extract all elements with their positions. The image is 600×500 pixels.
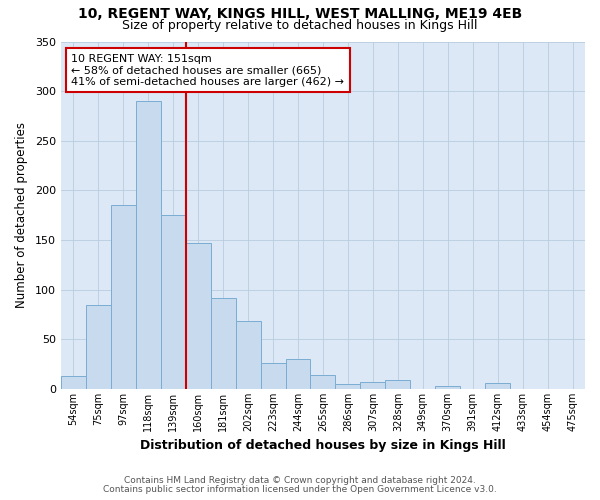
Y-axis label: Number of detached properties: Number of detached properties [15, 122, 28, 308]
Text: Contains HM Land Registry data © Crown copyright and database right 2024.: Contains HM Land Registry data © Crown c… [124, 476, 476, 485]
Bar [260, 363, 286, 389]
Bar [361, 382, 385, 389]
Text: 10, REGENT WAY, KINGS HILL, WEST MALLING, ME19 4EB: 10, REGENT WAY, KINGS HILL, WEST MALLING… [78, 8, 522, 22]
Bar [435, 386, 460, 389]
Bar [86, 304, 111, 389]
Bar [310, 375, 335, 389]
Bar [136, 101, 161, 389]
Text: 10 REGENT WAY: 151sqm
← 58% of detached houses are smaller (665)
41% of semi-det: 10 REGENT WAY: 151sqm ← 58% of detached … [71, 54, 344, 87]
Bar [211, 298, 236, 389]
Bar [61, 376, 86, 389]
X-axis label: Distribution of detached houses by size in Kings Hill: Distribution of detached houses by size … [140, 440, 506, 452]
Text: Contains public sector information licensed under the Open Government Licence v3: Contains public sector information licen… [103, 485, 497, 494]
Bar [161, 216, 186, 389]
Bar [485, 383, 510, 389]
Bar [335, 384, 361, 389]
Bar [286, 359, 310, 389]
Text: Size of property relative to detached houses in Kings Hill: Size of property relative to detached ho… [122, 18, 478, 32]
Bar [186, 243, 211, 389]
Bar [385, 380, 410, 389]
Bar [111, 206, 136, 389]
Bar [236, 320, 260, 389]
